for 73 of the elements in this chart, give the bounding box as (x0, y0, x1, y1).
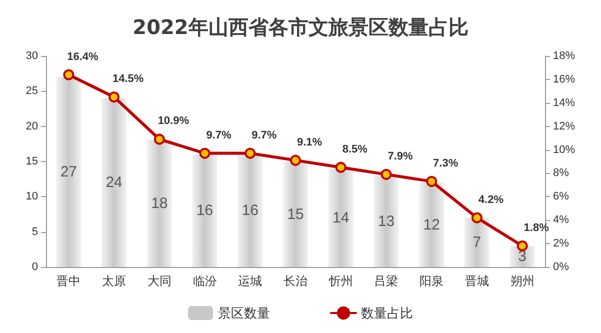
legend-label: 景区数量 (218, 306, 270, 320)
point (63, 69, 74, 80)
x-tick-label: 吕梁 (374, 274, 398, 288)
data-label: 27 (60, 164, 78, 181)
bar (283, 162, 308, 267)
bar (102, 98, 127, 267)
point (335, 162, 346, 173)
y2-tick-label: 12% (553, 120, 576, 132)
x-tick-label: 太原 (102, 274, 126, 288)
point (108, 92, 120, 103)
data-label: 14.5% (112, 73, 144, 86)
data-label: 16 (242, 202, 258, 220)
y-tick-label: 20 (26, 120, 38, 132)
bar (146, 140, 172, 267)
data-label: 12 (423, 216, 440, 234)
legend-label: 数量占比 (361, 306, 413, 320)
y-tick-label: 15 (26, 156, 38, 168)
data-label: 16.4% (67, 50, 98, 63)
point (516, 240, 528, 252)
data-label: 15 (287, 206, 304, 223)
point (244, 148, 256, 159)
data-label: 4.2% (478, 194, 504, 206)
bar (56, 77, 82, 267)
bar (238, 154, 263, 267)
data-label: 18 (151, 195, 168, 212)
data-label: 9.7% (252, 129, 277, 142)
data-label: 13 (378, 212, 395, 230)
y-tick-label: 10 (26, 190, 38, 203)
y2-tick-label: 8% (553, 167, 570, 180)
y-tick-label: 25 (26, 85, 38, 98)
chart-title: 2022年山西省各市文旅景区数量占比 (132, 15, 468, 39)
y2-tick-label: 0% (553, 261, 570, 273)
y2-tick-label: 4% (553, 214, 570, 226)
y2-tick-label: 18% (553, 50, 576, 62)
y-tick-label: 5 (32, 226, 38, 238)
y2-tick-label: 2% (553, 238, 570, 250)
x-tick-label: 运城 (238, 274, 262, 288)
point (471, 212, 482, 224)
x-tick-label: 晋城 (464, 274, 489, 288)
x-tick-label: 长治 (284, 274, 308, 288)
data-label: 10.9% (158, 115, 190, 128)
x-tick-label: 朔州 (510, 274, 534, 288)
point (199, 148, 210, 159)
x-tick-label: 晋中 (56, 274, 81, 288)
x-tick-label: 大同 (147, 274, 172, 288)
data-label: 8.5% (342, 143, 368, 156)
data-label: 7.3% (433, 157, 458, 170)
data-label: 1.8% (524, 222, 550, 234)
y2-tick-label: 16% (553, 73, 576, 86)
data-label: 7 (472, 234, 482, 251)
bar (419, 182, 444, 267)
data-label: 14 (332, 209, 350, 226)
point (154, 134, 165, 145)
bar (192, 154, 218, 267)
data-label: 9.1% (296, 136, 322, 148)
point (380, 168, 392, 180)
bar (328, 168, 354, 267)
x-tick-label: 临汾 (192, 274, 217, 288)
point (426, 176, 438, 187)
data-label: 16 (196, 202, 214, 220)
bar (374, 176, 399, 267)
x-tick-label: 阳泉 (420, 274, 444, 288)
bar (464, 218, 490, 267)
y-tick-label: 0 (32, 261, 38, 273)
y-tick-label: 30 (26, 50, 38, 62)
point (290, 154, 301, 166)
data-label: 24 (106, 174, 122, 192)
data-label: 7.9% (388, 150, 413, 162)
y2-tick-label: 14% (553, 96, 576, 109)
x-tick-label: 忻州 (328, 274, 353, 288)
data-label: 9.7% (206, 129, 232, 142)
y2-tick-label: 10% (553, 144, 576, 156)
y2-tick-label: 6% (553, 190, 570, 203)
